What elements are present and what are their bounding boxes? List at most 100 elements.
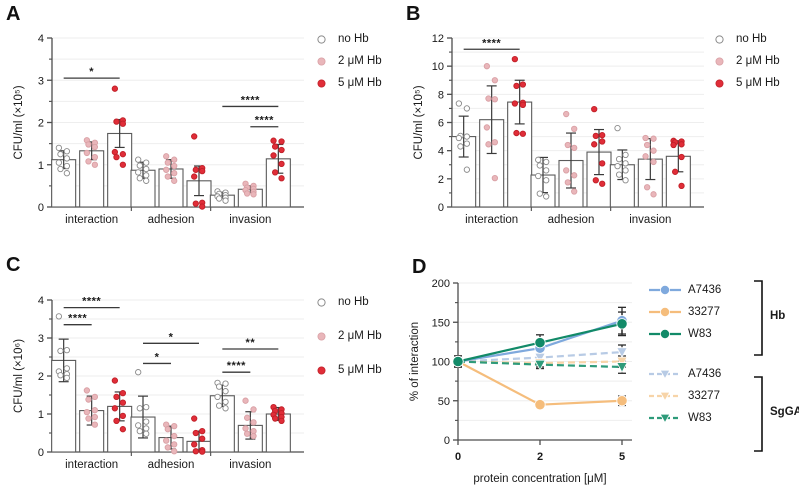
panel-a: A 0 1 2 3 4 CFU/ml (×10⁵) interaction adhesion i… xyxy=(0,0,400,245)
legend-label-5um-hb: 5 μM Hb xyxy=(338,364,382,376)
legend-item-a7436: A7436 xyxy=(648,363,721,385)
svg-text:0: 0 xyxy=(455,451,461,463)
hb-bracket-icon xyxy=(754,280,763,356)
legend-label: 33277 xyxy=(688,306,720,318)
triangle-down-marker-icon xyxy=(648,410,682,426)
legend-item-w83: W83 xyxy=(648,323,721,345)
red-circle-icon xyxy=(310,365,332,376)
legend-label-no-hb: no Hb xyxy=(338,296,369,308)
legend-group-sggapdh: A7436 33277 W83 xyxy=(648,363,721,429)
panel-c-plot: 0 1 2 3 4 CFU/ml (×10⁶) interaction adhesion inv… xyxy=(0,245,320,490)
panel-a-label: A xyxy=(6,3,21,25)
triangle-down-marker-icon xyxy=(648,388,682,404)
svg-text:CFU/ml (×10⁶): CFU/ml (×10⁶) xyxy=(13,339,25,413)
sggapdh-group-label: SgGAPDH xyxy=(770,406,799,418)
svg-text:2: 2 xyxy=(537,451,543,463)
legend-label: 33277 xyxy=(688,390,720,402)
svg-text:2: 2 xyxy=(38,118,44,130)
panel-a-plot: 0 1 2 3 4 CFU/ml (×10⁵) interaction adhesion inv… xyxy=(0,0,320,245)
svg-text:****: **** xyxy=(255,115,274,127)
svg-text:50: 50 xyxy=(438,396,450,408)
svg-text:*: * xyxy=(169,331,174,343)
panel-b: B 0 2 4 6 8 10 12 CFU/ml (×10⁵) interaction adhes… xyxy=(400,0,799,245)
svg-text:% of interaction: % of interaction xyxy=(409,322,421,401)
legend-item-no-hb: no Hb xyxy=(310,285,382,319)
svg-text:10: 10 xyxy=(432,61,444,73)
hb-group-label: Hb xyxy=(770,310,786,322)
circle-marker-icon xyxy=(648,282,682,298)
legend-label-no-hb: no Hb xyxy=(736,33,767,45)
svg-text:12: 12 xyxy=(432,33,444,45)
legend-label: A7436 xyxy=(688,284,722,296)
svg-text:5: 5 xyxy=(619,451,625,463)
svg-text:150: 150 xyxy=(432,317,450,329)
svg-text:**: ** xyxy=(246,337,256,349)
svg-text:3: 3 xyxy=(38,75,44,87)
pink-circle-icon xyxy=(310,331,332,342)
panel-d-label: D xyxy=(412,256,427,278)
open-circle-icon xyxy=(708,34,730,45)
svg-text:protein concentration [μM]: protein concentration [μM] xyxy=(473,473,606,485)
legend-label: W83 xyxy=(688,328,712,340)
pink-circle-icon xyxy=(708,56,730,67)
legend-label: W83 xyxy=(688,412,712,424)
circle-marker-icon xyxy=(648,304,682,320)
svg-text:2: 2 xyxy=(38,371,44,383)
svg-text:4: 4 xyxy=(38,33,44,45)
legend-item-33277: 33277 xyxy=(648,385,721,407)
circle-marker-icon xyxy=(648,326,682,342)
legend-label-2um-hb: 2 μM Hb xyxy=(338,330,382,342)
open-circle-icon xyxy=(310,34,332,45)
svg-text:0: 0 xyxy=(444,435,450,447)
legend-item-a7436: A7436 xyxy=(648,279,721,301)
panel-a-legend: no Hb 2 μM Hb 5 μM Hb xyxy=(310,28,382,94)
legend-item-2um-hb: 2 μM Hb xyxy=(310,319,382,353)
svg-text:interaction: interaction xyxy=(65,214,118,226)
svg-text:100: 100 xyxy=(432,357,450,369)
panel-b-legend: no Hb 2 μM Hb 5 μM Hb xyxy=(708,28,780,94)
panel-c: C 0 1 2 3 4 CFU/ml (×10⁶) interaction adhesion i… xyxy=(0,245,400,490)
panel-d: D 0 50 100 150 200 0 2 5 protein concentration [… xyxy=(400,245,799,490)
svg-text:****: **** xyxy=(68,313,87,325)
svg-text:0: 0 xyxy=(438,202,444,214)
panel-c-label: C xyxy=(6,254,21,276)
svg-text:2: 2 xyxy=(438,174,444,186)
pink-circle-icon xyxy=(310,56,332,67)
svg-text:1: 1 xyxy=(38,409,44,421)
svg-text:0: 0 xyxy=(38,447,44,459)
legend-label: A7436 xyxy=(688,368,722,380)
legend-label-5um-hb: 5 μM Hb xyxy=(338,77,382,89)
legend-item-2um-hb: 2 μM Hb xyxy=(708,50,780,72)
svg-text:*: * xyxy=(89,66,94,78)
legend-label-2um-hb: 2 μM Hb xyxy=(736,55,780,67)
legend-item-33277: 33277 xyxy=(648,301,721,323)
panel-b-plot: 0 2 4 6 8 10 12 CFU/ml (×10⁵) interaction adhesio… xyxy=(400,0,720,245)
svg-text:adhesion: adhesion xyxy=(548,214,595,226)
panel-b-svg: 0 2 4 6 8 10 12 CFU/ml (×10⁵) interaction adhesio… xyxy=(413,33,704,226)
svg-text:8: 8 xyxy=(438,89,444,101)
svg-text:****: **** xyxy=(82,296,101,308)
svg-text:1: 1 xyxy=(38,160,44,172)
svg-text:adhesion: adhesion xyxy=(148,459,195,471)
svg-text:adhesion: adhesion xyxy=(148,214,195,226)
legend-item-no-hb: no Hb xyxy=(708,28,780,50)
legend-item-5um-hb: 5 μM Hb xyxy=(708,72,780,94)
svg-text:4: 4 xyxy=(438,146,444,158)
svg-text:invasion: invasion xyxy=(229,459,271,471)
svg-text:interaction: interaction xyxy=(65,459,118,471)
svg-text:3: 3 xyxy=(38,333,44,345)
legend-label-5um-hb: 5 μM Hb xyxy=(736,77,780,89)
legend-label-no-hb: no Hb xyxy=(338,33,369,45)
legend-item-5um-hb: 5 μM Hb xyxy=(310,353,382,387)
panel-d-plot: 0 50 100 150 200 0 2 5 protein concentration [μM… xyxy=(400,245,650,490)
panel-c-svg: 0 1 2 3 4 CFU/ml (×10⁶) interaction adhesion inv… xyxy=(13,295,304,471)
red-circle-icon xyxy=(310,78,332,89)
panel-c-legend: no Hb 2 μM Hb 5 μM Hb xyxy=(310,285,382,387)
triangle-down-marker-icon xyxy=(648,366,682,382)
svg-text:invasion: invasion xyxy=(629,214,671,226)
panel-d-svg: 0 50 100 150 200 0 2 5 protein concentration [μM… xyxy=(409,278,632,485)
open-circle-icon xyxy=(310,297,332,308)
svg-text:CFU/ml (×10⁵): CFU/ml (×10⁵) xyxy=(13,85,25,159)
sggapdh-bracket-icon xyxy=(754,376,763,452)
svg-text:0: 0 xyxy=(38,202,44,214)
